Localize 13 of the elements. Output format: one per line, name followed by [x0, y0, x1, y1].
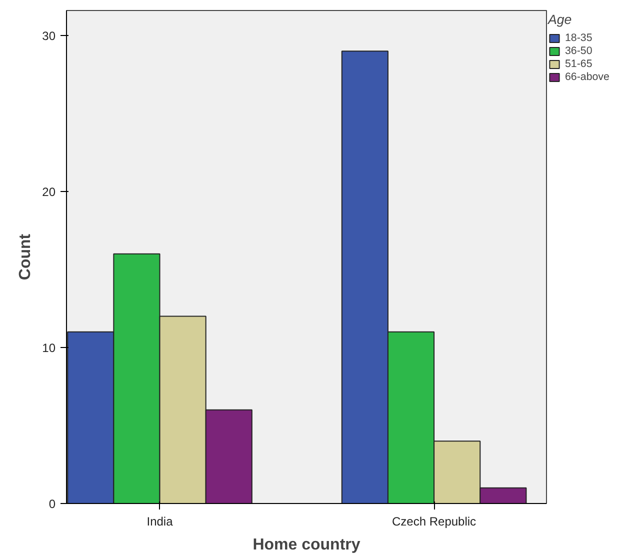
legend-label: 18-35	[565, 32, 592, 44]
legend-label: 36-50	[565, 45, 592, 57]
y-tick-label: 30	[42, 28, 56, 43]
y-tick-label: 20	[42, 184, 56, 199]
legend-label: 51-65	[565, 58, 592, 70]
y-tick-label: 10	[42, 340, 56, 355]
y-axis-title: Count	[17, 233, 34, 280]
x-tick-label: India	[146, 514, 174, 528]
x-axis-title: Home country	[252, 536, 360, 554]
x-tick-label: Czech Republic	[392, 514, 476, 528]
legend-title: Age	[548, 12, 573, 27]
legend-label: 66-above	[565, 71, 610, 83]
y-tick-label: 0	[48, 497, 56, 511]
